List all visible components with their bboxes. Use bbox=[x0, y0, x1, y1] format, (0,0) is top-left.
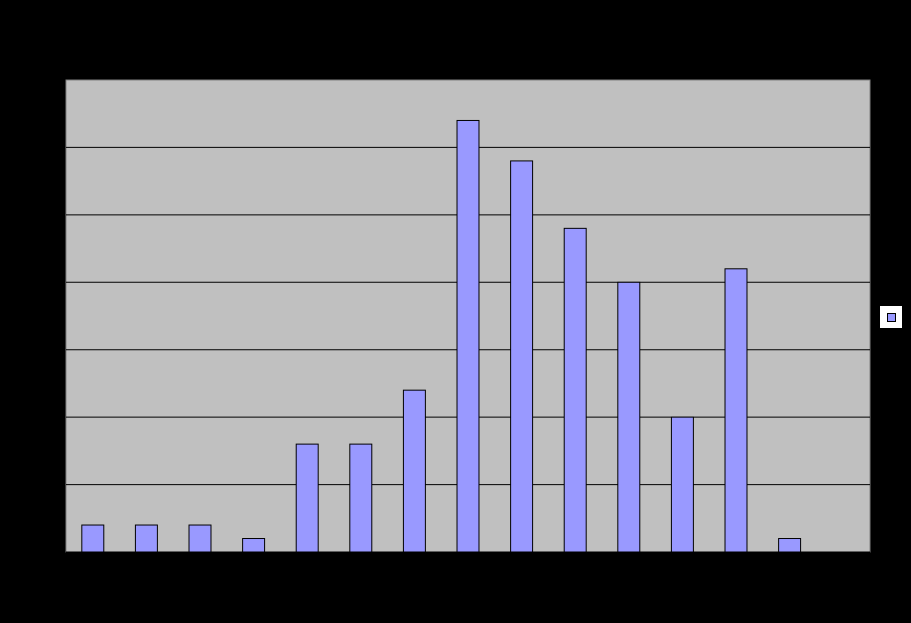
bar bbox=[134, 524, 158, 553]
bar bbox=[670, 416, 694, 553]
legend-swatch bbox=[887, 313, 896, 322]
bar bbox=[456, 119, 480, 553]
bar bbox=[563, 227, 587, 553]
bar bbox=[617, 281, 641, 553]
bar bbox=[349, 443, 373, 553]
bars bbox=[81, 119, 802, 553]
bar bbox=[81, 524, 105, 553]
bar bbox=[242, 538, 266, 553]
bar bbox=[724, 268, 748, 553]
bar bbox=[188, 524, 212, 553]
bar bbox=[295, 443, 319, 553]
bar bbox=[402, 389, 426, 553]
legend bbox=[879, 305, 903, 329]
bar bbox=[510, 160, 534, 553]
bar bbox=[778, 538, 802, 553]
